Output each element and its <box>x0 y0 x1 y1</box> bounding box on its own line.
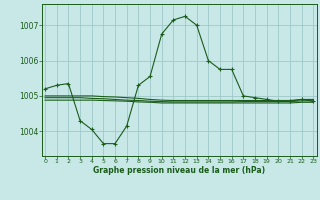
X-axis label: Graphe pression niveau de la mer (hPa): Graphe pression niveau de la mer (hPa) <box>93 166 265 175</box>
